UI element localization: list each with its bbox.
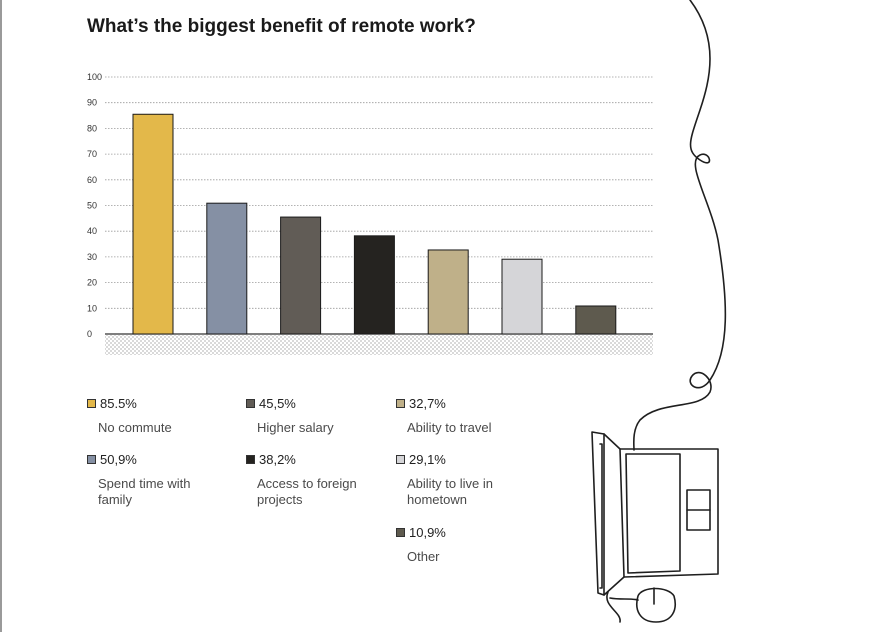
legend-label: Other — [407, 549, 440, 564]
mouse-icon — [636, 587, 676, 623]
legend-item-no-commute: 85.5% No commute — [87, 396, 237, 436]
legend-value: 50,9% — [100, 452, 137, 467]
legend-swatch — [246, 399, 255, 408]
legend-item-spend-time-with-family: 50,9% Spend time with family — [87, 452, 237, 508]
legend-item-higher-salary: 45,5% Higher salary — [246, 396, 396, 436]
y-tick-label: 40 — [87, 226, 97, 236]
y-tick-label: 90 — [87, 98, 97, 108]
bar-access-to-foreign-projects — [353, 235, 395, 335]
y-tick-label: 30 — [87, 252, 97, 262]
legend-label: No commute — [98, 420, 172, 435]
bars — [132, 113, 617, 335]
bar-ability-to-travel — [427, 249, 469, 335]
baseline-dot-band — [105, 335, 653, 355]
legend-item-access-to-foreign-projects: 38,2% Access to foreign projects — [246, 452, 396, 508]
legend-item-other: 10,9% Other — [396, 525, 546, 565]
legend-value: 85.5% — [100, 396, 137, 411]
legend-value: 10,9% — [409, 525, 446, 540]
cable-icon — [632, 0, 727, 451]
legend-label: Higher salary — [257, 420, 334, 435]
bar-other — [575, 305, 617, 335]
legend-label: Spend time with family — [98, 476, 191, 507]
y-tick-label: 50 — [87, 201, 97, 211]
legend-swatch — [396, 528, 405, 537]
legend-item-ability-to-travel: 32,7% Ability to travel — [396, 396, 546, 436]
legend-value: 38,2% — [259, 452, 296, 467]
bar-no-commute — [132, 113, 174, 335]
legend-swatch — [396, 399, 405, 408]
legend-value: 32,7% — [409, 396, 446, 411]
bar-ability-to-live-in-hometown — [501, 258, 543, 335]
y-tick-label: 70 — [87, 149, 97, 159]
page-edge-rule — [0, 0, 2, 632]
legend-swatch — [246, 455, 255, 464]
bar-higher-salary — [280, 216, 322, 335]
laptop-with-mouse-icon — [591, 0, 727, 623]
laptop-base-icon — [619, 448, 719, 578]
y-tick-label: 0 — [87, 329, 92, 339]
legend-label: Ability to travel — [407, 420, 492, 435]
y-tick-label: 20 — [87, 278, 97, 288]
y-tick-label: 80 — [87, 123, 97, 133]
y-tick-label: 100 — [87, 72, 102, 82]
y-tick-labels: 0 10 20 30 40 50 60 70 80 90 100 — [87, 72, 102, 339]
bar-spend-time-with-family — [206, 202, 248, 335]
legend-value: 29,1% — [409, 452, 446, 467]
legend-swatch — [87, 399, 96, 408]
y-tick-label: 10 — [87, 303, 97, 313]
legend-label: Ability to live in hometown — [407, 476, 493, 507]
legend-swatch — [87, 455, 96, 464]
legend-label: Access to foreign projects — [257, 476, 357, 507]
legend-value: 45,5% — [259, 396, 296, 411]
legend-item-ability-to-live-in-hometown: 29,1% Ability to live in hometown — [396, 452, 546, 508]
y-tick-label: 60 — [87, 175, 97, 185]
chart-title: What’s the biggest benefit of remote wor… — [87, 16, 476, 37]
legend-swatch — [396, 455, 405, 464]
